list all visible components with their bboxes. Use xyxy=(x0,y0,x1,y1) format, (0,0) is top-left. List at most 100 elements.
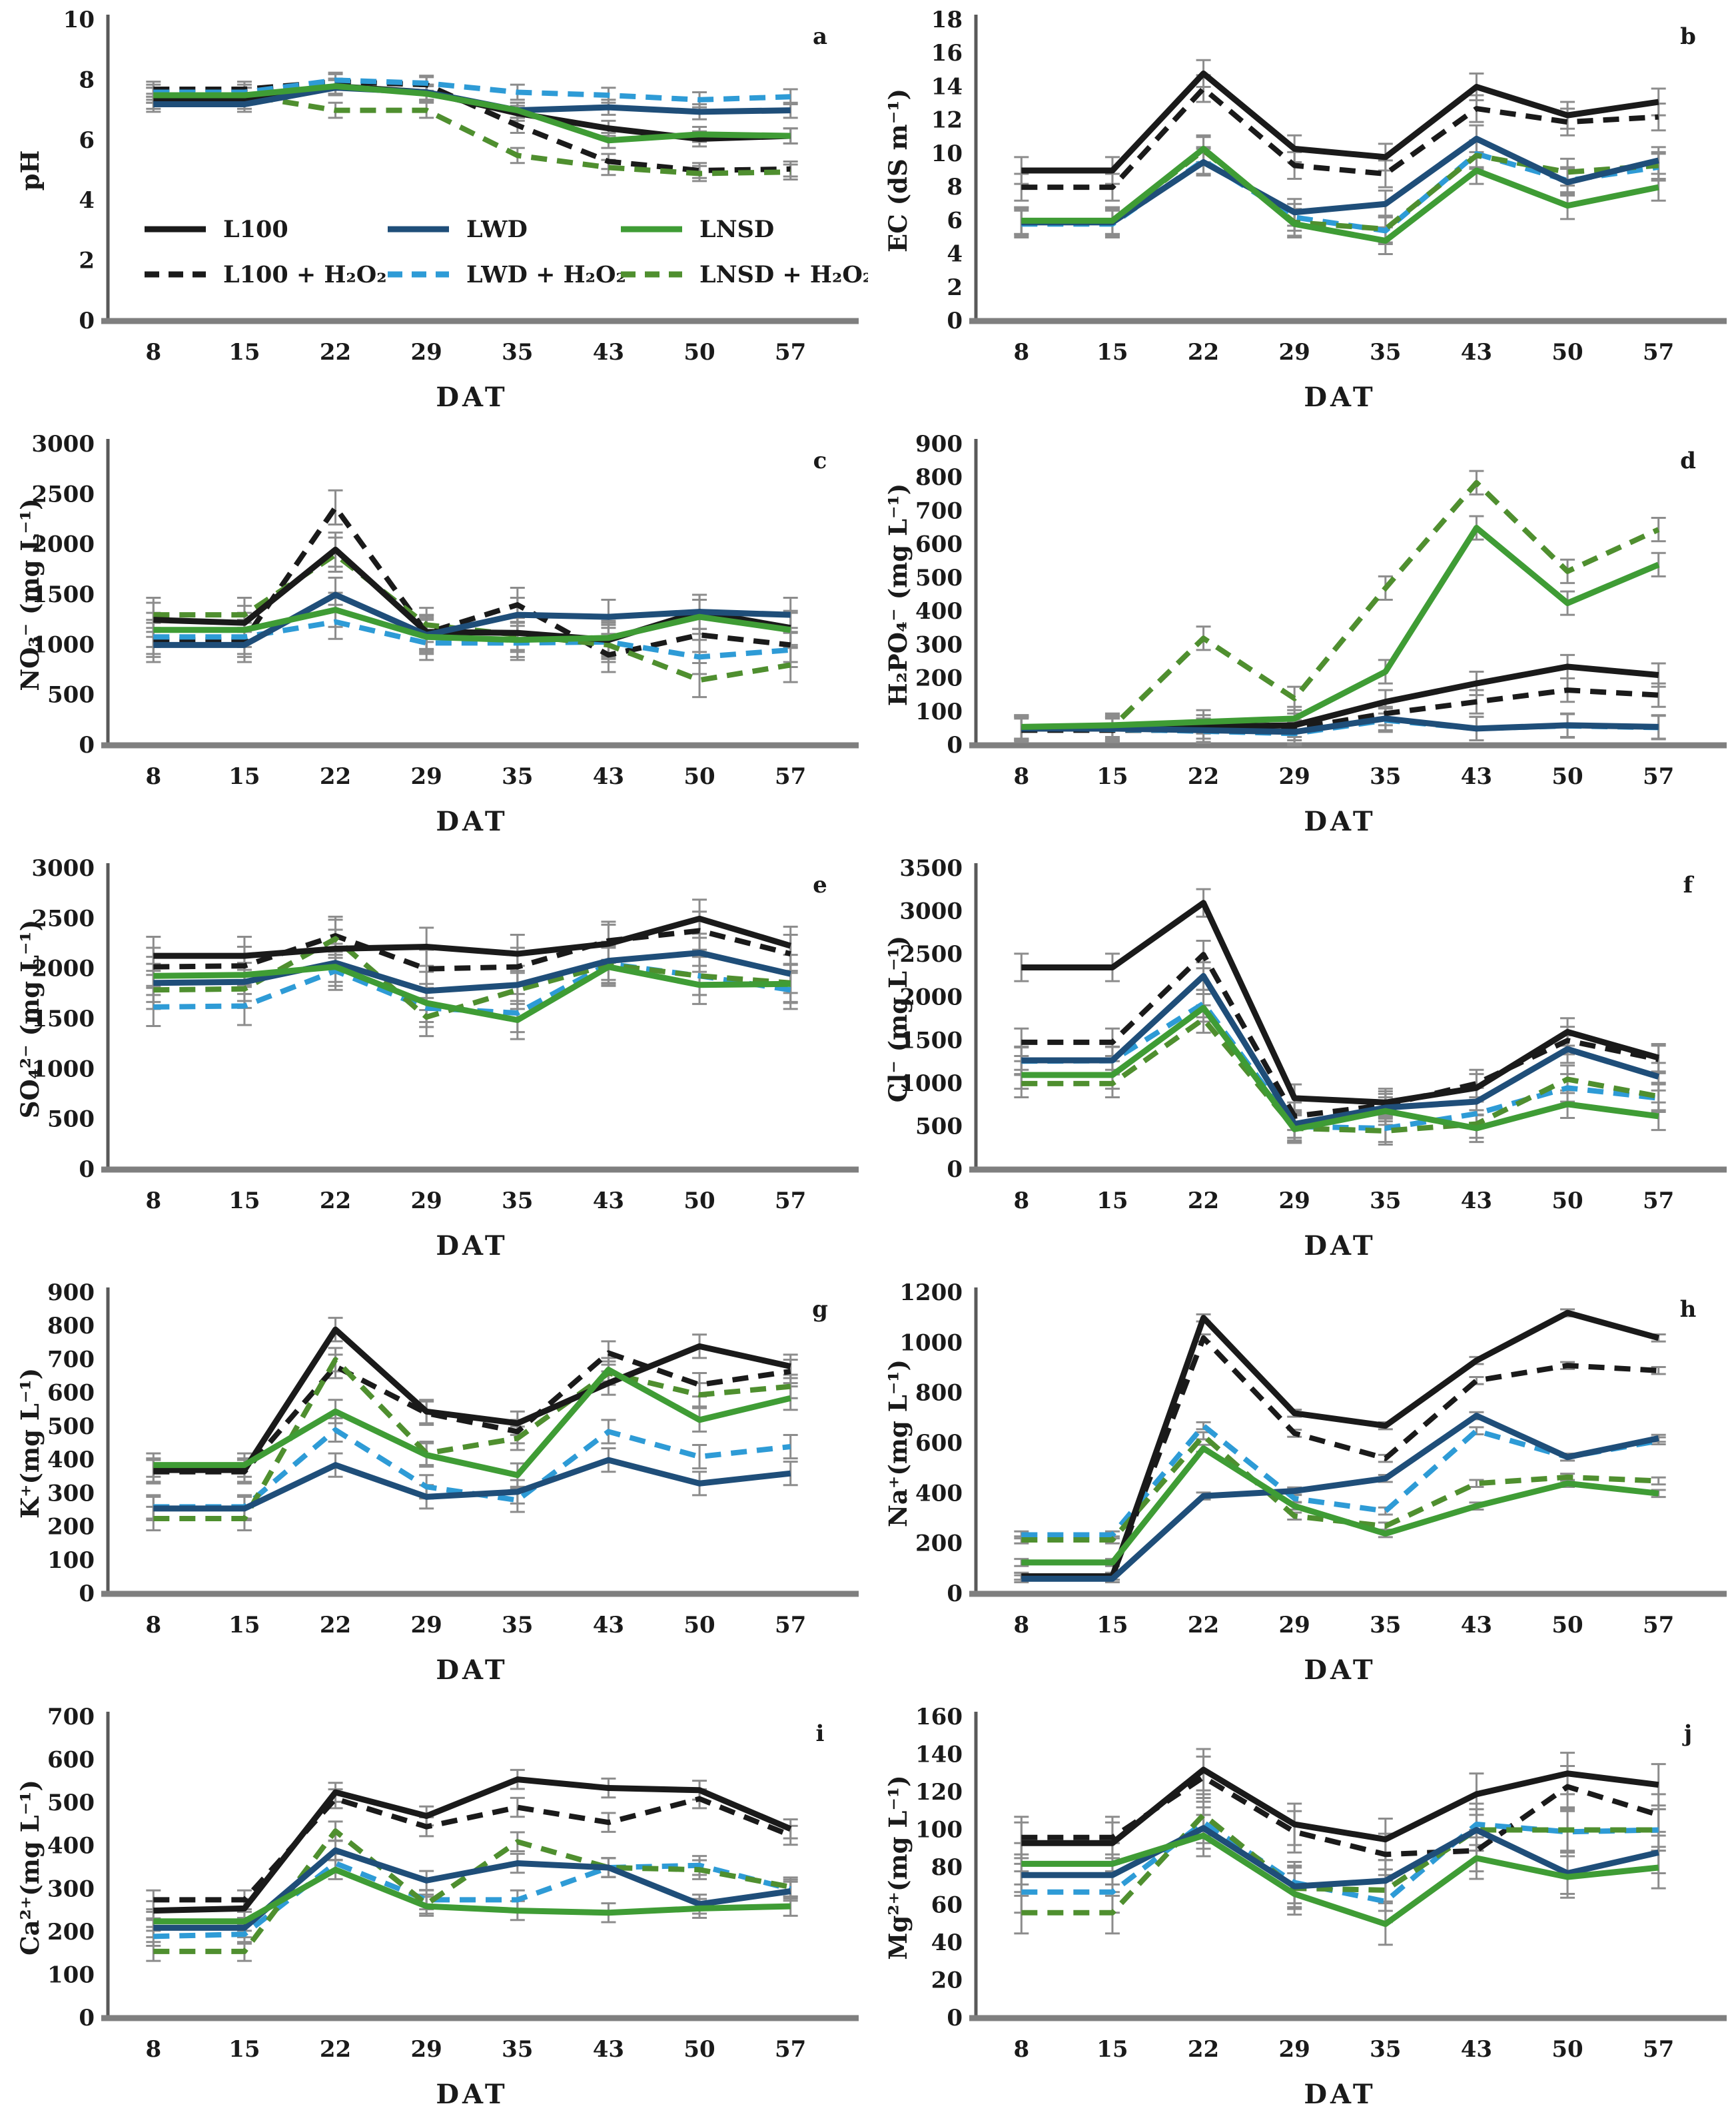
legend-item: LNSD xyxy=(621,216,774,243)
x-tick-label: 8 xyxy=(145,2036,161,2063)
x-tick-label: 8 xyxy=(1013,763,1029,790)
y-tick-label: 2000 xyxy=(899,984,963,1011)
chart-svg-f: 0 500 1000 1500 2000 2500 3000 3500 8 15 22 29 35 43 5… xyxy=(883,855,1727,1261)
x-tick-label: 35 xyxy=(1370,339,1401,366)
panel-b-ec: 0 2 4 6 8 10 12 14 16 18 8 15 22 29 35 43 50 57 DAT EC (dS … xyxy=(868,0,1736,424)
series-line-LWD xyxy=(153,950,791,994)
x-tick-label: 8 xyxy=(145,1188,161,1214)
x-tick-label: 50 xyxy=(683,763,715,790)
y-tick-label: 2500 xyxy=(899,941,963,968)
series-line-LNSD xyxy=(1021,1445,1659,1566)
x-tick-label: 57 xyxy=(775,763,806,790)
x-tick-label: 22 xyxy=(1188,1612,1219,1638)
series-line-LNSD xyxy=(153,964,791,1024)
y-axis-title: Mg²⁺(mg L⁻¹) xyxy=(883,1775,913,1959)
legend-label: LWD + H₂O₂ xyxy=(466,261,626,288)
series-line-LWD xyxy=(153,591,791,648)
y-tick-label: 6 xyxy=(79,127,95,154)
chart-svg-g: 0 100 200 300 400 500 600 700 800 900 8 15 22 29 35 43 5… xyxy=(15,1279,859,1686)
x-tick-label: 22 xyxy=(320,339,351,366)
chart-svg-d: 0 100 200 300 400 500 600 700 800 900 8 15 22 29 35 43 5… xyxy=(883,431,1727,837)
series-line-LWD xyxy=(153,1457,791,1512)
y-tick-label: 0 xyxy=(947,1156,963,1183)
panel-letter: h xyxy=(1680,1296,1697,1323)
series-line-LNSD xyxy=(1021,1832,1659,1928)
error-bar xyxy=(783,962,798,1003)
error-bar xyxy=(692,1444,707,1470)
chart-svg-h: 0 200 400 600 800 1000 1200 8 15 22 29 35 43 50 57 DAT N… xyxy=(883,1279,1727,1686)
y-tick-label: 0 xyxy=(947,308,963,334)
legend-label: L100 xyxy=(223,216,288,243)
x-tick-label: 35 xyxy=(1370,763,1401,790)
y-tick-label: 2000 xyxy=(31,956,95,982)
panel-f-chloride: 0 500 1000 1500 2000 2500 3000 3500 8 15 22 29 35 43 5… xyxy=(868,849,1736,1273)
y-tick-label: 1500 xyxy=(31,1006,95,1032)
x-axis-title: DAT xyxy=(1304,806,1376,837)
x-tick-label: 15 xyxy=(1096,1612,1128,1638)
y-tick-label: 1000 xyxy=(31,631,95,658)
series-line-L100 xyxy=(1021,70,1659,174)
panel-h-sodium: 0 200 400 600 800 1000 1200 8 15 22 29 35 43 50 57 DAT N… xyxy=(868,1273,1736,1697)
y-tick-label: 400 xyxy=(47,1447,95,1473)
y-tick-label: 700 xyxy=(47,1346,95,1373)
y-tick-label: 800 xyxy=(915,1380,963,1407)
y-tick-label: 600 xyxy=(47,1380,95,1407)
x-tick-label: 8 xyxy=(1013,1188,1029,1214)
y-tick-label: 20 xyxy=(931,1967,963,1994)
x-tick-label: 50 xyxy=(1551,763,1583,790)
legend-item: LNSD + H₂O₂ xyxy=(621,261,868,288)
error-bar xyxy=(328,536,343,573)
legend-label: LNSD + H₂O₂ xyxy=(699,261,868,288)
error-bar xyxy=(1651,516,1666,543)
y-tick-label: 6 xyxy=(947,207,963,234)
error-bar xyxy=(1378,159,1393,188)
error-bar xyxy=(1651,1082,1666,1112)
x-axis-title: DAT xyxy=(436,382,508,413)
panel-letter: g xyxy=(812,1296,828,1323)
y-tick-label: 0 xyxy=(947,732,963,759)
x-axis-title: DAT xyxy=(436,2079,508,2110)
chart-svg-a: 0 2 4 6 8 10 8 15 22 29 35 43 50 57 DAT pH a L100 LWD LNSD L… xyxy=(15,7,868,413)
y-tick-label: 1200 xyxy=(899,1279,963,1306)
x-tick-label: 22 xyxy=(320,2036,351,2063)
y-tick-label: 0 xyxy=(79,1156,95,1183)
y-tick-label: 400 xyxy=(47,1833,95,1860)
series-line-LNSD xyxy=(153,1367,791,1479)
x-tick-label: 57 xyxy=(1643,1188,1674,1214)
chart-svg-e: 0 500 1000 1500 2000 2500 3000 8 15 22 29 35 43 50 57 D… xyxy=(15,855,859,1261)
y-tick-label: 0 xyxy=(79,732,95,759)
x-tick-label: 57 xyxy=(775,339,806,366)
y-tick-label: 800 xyxy=(47,1313,95,1339)
x-tick-label: 22 xyxy=(320,763,351,790)
error-bar xyxy=(510,1796,525,1818)
y-tick-label: 100 xyxy=(47,1547,95,1574)
y-tick-label: 1000 xyxy=(899,1070,963,1097)
series-line-LNSD xyxy=(1021,1004,1659,1132)
x-axis-title: DAT xyxy=(436,806,508,837)
y-tick-label: 3000 xyxy=(31,855,95,882)
series-line-L100 xyxy=(1021,1766,1659,1846)
y-tick-label: 0 xyxy=(79,308,95,334)
x-tick-label: 50 xyxy=(1551,1612,1583,1638)
series-line-LWD + H₂O₂ xyxy=(153,1860,791,1940)
error-bar xyxy=(783,1461,798,1487)
error-bar xyxy=(1651,551,1666,577)
series-line-L100 + H₂O₂ xyxy=(1021,85,1659,190)
y-tick-label: 100 xyxy=(47,1961,95,1988)
x-tick-label: 50 xyxy=(1551,1188,1583,1214)
y-tick-label: 600 xyxy=(915,1430,963,1457)
y-tick-label: 14 xyxy=(931,73,963,100)
y-tick-label: 600 xyxy=(915,531,963,558)
x-tick-label: 22 xyxy=(1188,2036,1219,2063)
x-axis-title: DAT xyxy=(1304,1654,1376,1686)
series-line-L100 + H₂O₂ xyxy=(1021,952,1659,1119)
series-line-LNSD + H₂O₂ xyxy=(153,1357,791,1521)
error-bar xyxy=(1378,1868,1393,1912)
x-tick-label: 50 xyxy=(683,2036,715,2063)
series-line-L100 + H₂O₂ xyxy=(153,1796,792,1903)
y-tick-label: 10 xyxy=(63,7,95,33)
y-tick-label: 3000 xyxy=(31,431,95,458)
y-tick-label: 200 xyxy=(47,1919,95,1945)
y-tick-label: 120 xyxy=(915,1779,963,1806)
y-tick-label: 4 xyxy=(947,241,963,268)
